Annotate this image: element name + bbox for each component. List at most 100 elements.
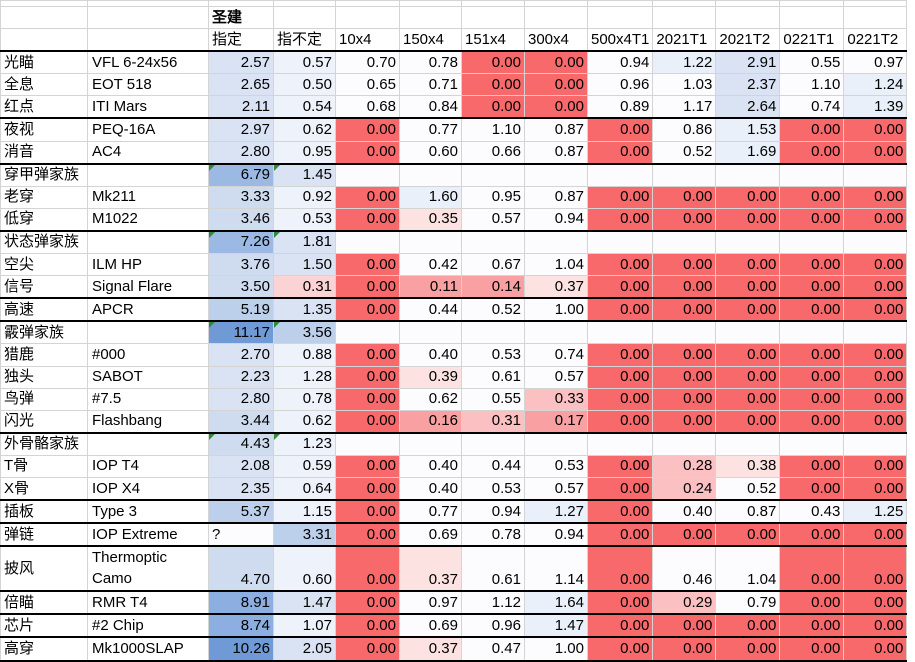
value-cell[interactable]: 2.91 [715,50,781,75]
value-cell[interactable] [461,320,525,345]
cell[interactable] [586,5,654,30]
value-cell[interactable]: 0.00 [335,590,400,616]
value-cell[interactable]: 0.14 [461,275,525,300]
value-cell[interactable]: 1.17 [652,95,717,120]
value-cell[interactable] [715,320,781,345]
value-cell[interactable]: 1.64 [524,590,588,616]
value-cell[interactable]: 0.47 [461,636,525,662]
value-cell[interactable]: 0.94 [524,207,588,232]
value-cell[interactable]: 0.78 [461,522,525,548]
value-cell[interactable]: 0.79 [715,590,781,616]
value-cell[interactable] [843,230,908,255]
value-cell[interactable]: 4.70 [208,545,274,593]
value-cell[interactable]: 0.00 [524,95,588,120]
value-cell[interactable] [779,230,845,255]
value-cell[interactable]: 0.00 [652,343,717,367]
value-cell[interactable]: 2.64 [715,95,781,120]
value-cell[interactable] [399,320,462,345]
category-cell[interactable]: 信号 [0,275,88,300]
value-cell[interactable]: 0.00 [843,297,908,323]
column-header[interactable]: 10x4 [335,28,400,53]
value-cell[interactable]: 0.00 [335,476,400,502]
category-cell[interactable]: 猎鹿 [0,343,88,367]
value-cell[interactable]: 0.64 [273,476,336,502]
value-cell[interactable] [843,163,908,187]
value-cell[interactable]: 0.24 [652,476,717,502]
value-cell[interactable]: 0.00 [586,387,654,411]
super-header-cell[interactable]: 圣建 [208,5,274,30]
value-cell[interactable] [652,230,717,255]
category-cell[interactable]: 老穿 [0,185,88,209]
value-cell[interactable]: 0.00 [586,185,654,209]
category-cell[interactable]: 鸟弹 [0,387,88,411]
value-cell[interactable]: 6.79 [208,163,274,187]
value-cell[interactable] [779,163,845,187]
value-cell[interactable]: 0.00 [779,185,845,209]
value-cell[interactable]: 0.00 [779,117,845,142]
value-cell[interactable]: 1.24 [843,73,908,97]
value-cell[interactable]: 0.37 [524,275,588,300]
value-cell[interactable]: 0.61 [461,545,525,593]
item-name-cell[interactable]: APCR [87,297,209,323]
value-cell[interactable] [652,432,717,456]
value-cell[interactable]: 2.11 [208,95,274,120]
value-cell[interactable]: 0.00 [715,522,781,548]
value-cell[interactable]: 1.47 [273,590,336,616]
value-cell[interactable]: 3.76 [208,253,274,277]
value-cell[interactable]: 0.86 [652,117,717,142]
value-cell[interactable]: 0.00 [461,95,525,120]
value-cell[interactable]: 0.00 [843,140,908,165]
value-cell[interactable]: 0.61 [461,365,525,389]
value-cell[interactable]: 0.55 [461,387,525,411]
value-cell[interactable]: 0.00 [586,545,654,593]
column-header[interactable]: 150x4 [399,28,462,53]
value-cell[interactable]: 0.00 [586,613,654,639]
value-cell[interactable]: 0.96 [586,73,654,97]
value-cell[interactable]: 0.00 [843,253,908,277]
item-name-cell[interactable]: IOP Extreme [87,522,209,548]
value-cell[interactable]: 0.00 [586,476,654,502]
value-cell[interactable]: 0.59 [273,454,336,478]
value-cell[interactable]: 0.00 [335,613,400,639]
value-cell[interactable]: 0.00 [586,275,654,300]
value-cell[interactable] [524,320,588,345]
value-cell[interactable]: 0.00 [843,275,908,300]
value-cell[interactable]: 0.69 [399,613,462,639]
value-cell[interactable]: 1.10 [461,117,525,142]
value-cell[interactable] [524,230,588,255]
value-cell[interactable]: 0.87 [524,185,588,209]
value-cell[interactable]: 0.33 [524,387,588,411]
value-cell[interactable] [843,432,908,456]
value-cell[interactable]: 0.94 [524,522,588,548]
value-cell[interactable]: 0.62 [399,387,462,411]
category-cell[interactable]: 霰弹家族 [0,320,88,345]
value-cell[interactable]: 0.95 [273,140,336,165]
value-cell[interactable]: 0.00 [524,50,588,75]
value-cell[interactable]: 0.00 [843,454,908,478]
value-cell[interactable]: 0.40 [399,343,462,367]
value-cell[interactable]: 0.00 [335,207,400,232]
value-cell[interactable]: 0.00 [779,387,845,411]
value-cell[interactable]: 0.00 [586,454,654,478]
value-cell[interactable]: 0.00 [779,253,845,277]
value-cell[interactable]: 0.53 [461,476,525,502]
value-cell[interactable]: 0.94 [586,50,654,75]
value-cell[interactable]: 0.00 [779,409,845,434]
value-cell[interactable] [586,320,654,345]
value-cell[interactable]: 3.50 [208,275,274,300]
value-cell[interactable]: 0.52 [652,140,717,165]
value-cell[interactable]: 2.97 [208,117,274,142]
value-cell[interactable] [461,163,525,187]
value-cell[interactable]: 0.00 [652,409,717,434]
cell[interactable] [461,5,525,30]
value-cell[interactable]: 0.40 [652,499,717,525]
item-name-cell[interactable]: VFL 6-24x56 [87,50,209,75]
value-cell[interactable] [586,432,654,456]
value-cell[interactable]: 2.35 [208,476,274,502]
value-cell[interactable]: 7.26 [208,230,274,255]
value-cell[interactable]: 0.00 [586,207,654,232]
cell[interactable] [273,5,336,30]
value-cell[interactable]: 0.00 [335,454,400,478]
value-cell[interactable]: 0.62 [273,409,336,434]
value-cell[interactable]: 1.50 [273,253,336,277]
